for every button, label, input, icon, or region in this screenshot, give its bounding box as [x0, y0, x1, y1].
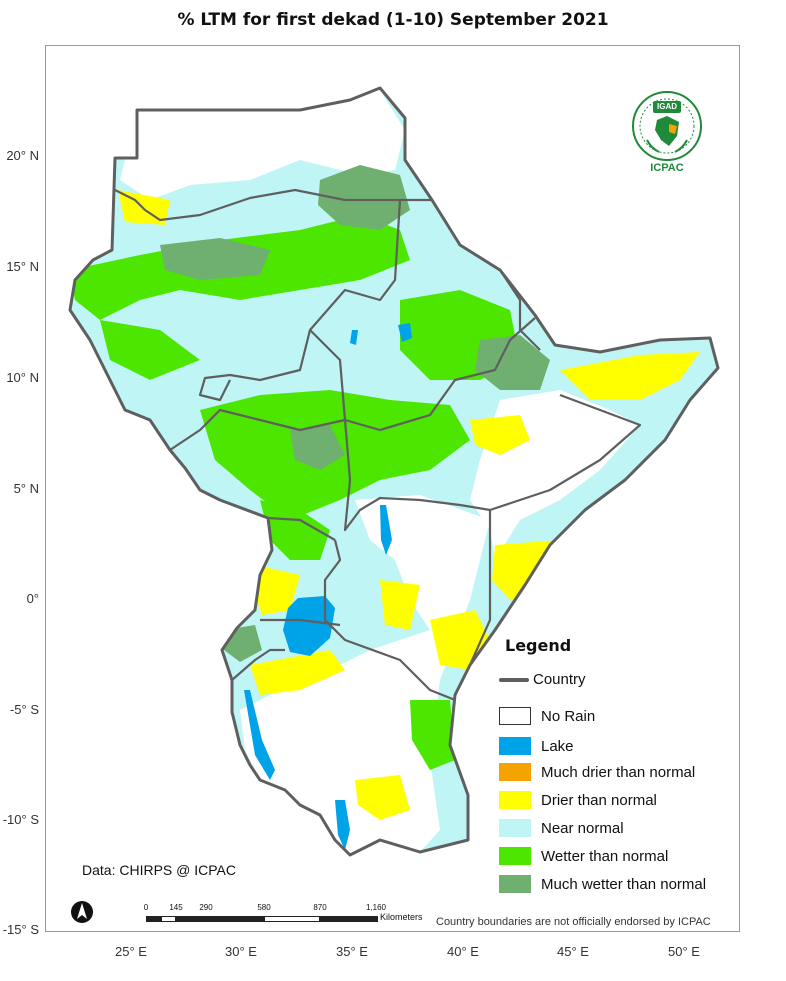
lat-label-15s: -15° S	[2, 922, 39, 937]
scale-tick: 580	[257, 903, 271, 912]
scale-tick: 1,160	[365, 903, 387, 912]
lat-label-5s: -5° S	[9, 702, 39, 717]
logo-name: ICPAC	[650, 162, 684, 174]
legend-item: Wetter than normal	[499, 846, 668, 866]
legend-label: Near normal	[541, 819, 624, 837]
drier-area-somalia-north	[560, 352, 700, 400]
legend-swatch	[499, 737, 531, 755]
legend-swatch	[499, 847, 531, 865]
boundary-disclaimer: Country boundaries are not officially en…	[436, 916, 711, 928]
wetter-area-chad	[100, 320, 200, 380]
legend-swatch	[499, 791, 531, 809]
lon-label-30e: 30° E	[225, 944, 257, 959]
legend-label: Lake	[541, 737, 574, 755]
igad-seal-icon	[632, 91, 702, 161]
legend-swatch	[499, 763, 531, 781]
country-boundaries	[114, 188, 642, 702]
icpac-logo: IGAD ICPAC	[631, 90, 703, 175]
legend-item: Near normal	[499, 818, 624, 838]
legend-title: Legend	[505, 636, 572, 655]
lat-label-10s: -10° S	[2, 812, 39, 827]
legend-label: Wetter than normal	[541, 847, 669, 865]
logo-badge-text: IGAD	[657, 102, 677, 111]
drier-area-kenya	[380, 580, 420, 630]
lat-label-0: 0°	[26, 591, 39, 606]
lake-turkana	[380, 505, 392, 555]
drier-area-tanzania-west	[250, 650, 345, 695]
much-wetter-area-north	[318, 165, 410, 230]
wetter-area-tanzania-east	[410, 700, 455, 770]
scale-tick: 290	[199, 903, 213, 912]
lat-label-20n: 20° N	[6, 148, 39, 163]
legend-item: Lake	[499, 736, 574, 756]
drier-area-ethiopia-south	[470, 415, 530, 455]
no-rain-area-north	[120, 90, 405, 200]
region-outline	[68, 86, 720, 857]
data-credit: Data: CHIRPS @ ICPAC	[82, 862, 236, 878]
lon-label-25e: 25° E	[115, 944, 147, 959]
legend-swatch	[499, 707, 531, 725]
legend-swatch	[499, 875, 531, 893]
lake-tanganyika	[244, 690, 275, 780]
scale-tick: 0	[143, 903, 149, 912]
legend-item: No Rain	[499, 706, 595, 726]
legend-label: No Rain	[541, 707, 596, 725]
scale-seg-5	[264, 916, 320, 922]
drier-area-tanzania-south	[355, 775, 410, 820]
lon-label-50e: 50° E	[668, 944, 700, 959]
legend-label: Much wetter than normal	[541, 875, 707, 893]
lake-victoria	[283, 596, 335, 656]
wetter-area-uganda	[260, 500, 330, 560]
scale-seg-2	[161, 916, 176, 922]
lake-malawi	[335, 800, 350, 850]
legend-item: Much wetter than normal	[499, 874, 706, 894]
much-wetter-area-south-sudan	[290, 425, 345, 470]
country-line-swatch	[499, 677, 529, 682]
lat-label-10n: 10° N	[6, 370, 39, 385]
scale-seg-3	[176, 916, 206, 922]
scale-tick: 870	[313, 903, 327, 912]
legend-item: Drier than normal	[499, 790, 657, 810]
scale-seg-1	[146, 916, 161, 922]
scale-seg-4	[206, 916, 264, 922]
lake-tana	[398, 323, 412, 342]
legend-item: Much drier than normal	[499, 762, 695, 782]
much-wetter-area-ethiopia	[475, 335, 550, 390]
map-frame	[45, 45, 740, 932]
drier-area-drc	[255, 565, 300, 615]
lat-label-15n: 15° N	[6, 259, 39, 274]
scale-unit: Kilometers	[380, 912, 423, 922]
scale-tick: 145	[169, 903, 183, 912]
north-arrow-icon	[71, 901, 93, 923]
much-wetter-area-sudan	[160, 238, 270, 280]
legend-country-label: Country	[533, 671, 586, 688]
legend: Legend Country No Rain Lake Much drier tha…	[497, 633, 742, 903]
lon-label-35e: 35° E	[336, 944, 368, 959]
scale-seg-6	[320, 916, 378, 922]
lon-label-45e: 45° E	[557, 944, 589, 959]
scale-bar: 0 145 290 580 870 1,160 Kilometers	[140, 903, 440, 933]
legend-swatch	[499, 819, 531, 837]
lon-label-40e: 40° E	[447, 944, 479, 959]
legend-country-entry: Country	[499, 671, 586, 688]
legend-label: Drier than normal	[541, 791, 657, 809]
legend-label: Much drier than normal	[541, 763, 696, 781]
lake-small-north	[350, 330, 358, 345]
map-title: % LTM for first dekad (1-10) September 2…	[177, 10, 609, 30]
lat-label-5n: 5° N	[13, 481, 39, 496]
